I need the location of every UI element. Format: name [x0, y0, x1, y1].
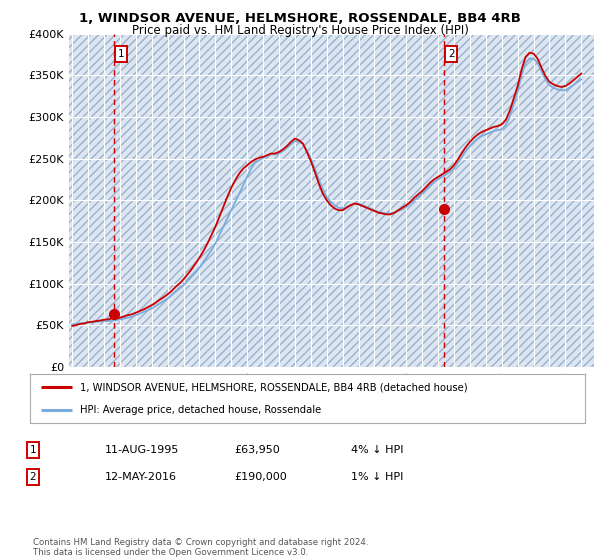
Text: £63,950: £63,950	[234, 445, 280, 455]
Text: 1: 1	[118, 49, 124, 59]
Text: 12-MAY-2016: 12-MAY-2016	[105, 472, 177, 482]
Text: 2: 2	[29, 472, 37, 482]
Text: 2: 2	[448, 49, 455, 59]
Text: HPI: Average price, detached house, Rossendale: HPI: Average price, detached house, Ross…	[80, 405, 321, 415]
Text: 4% ↓ HPI: 4% ↓ HPI	[351, 445, 404, 455]
Text: 1, WINDSOR AVENUE, HELMSHORE, ROSSENDALE, BB4 4RB (detached house): 1, WINDSOR AVENUE, HELMSHORE, ROSSENDALE…	[80, 382, 467, 393]
Text: Price paid vs. HM Land Registry's House Price Index (HPI): Price paid vs. HM Land Registry's House …	[131, 24, 469, 37]
Text: 1: 1	[29, 445, 37, 455]
Text: £190,000: £190,000	[234, 472, 287, 482]
Text: Contains HM Land Registry data © Crown copyright and database right 2024.
This d: Contains HM Land Registry data © Crown c…	[33, 538, 368, 557]
Text: 11-AUG-1995: 11-AUG-1995	[105, 445, 179, 455]
Text: 1, WINDSOR AVENUE, HELMSHORE, ROSSENDALE, BB4 4RB: 1, WINDSOR AVENUE, HELMSHORE, ROSSENDALE…	[79, 12, 521, 25]
Text: 1% ↓ HPI: 1% ↓ HPI	[351, 472, 403, 482]
